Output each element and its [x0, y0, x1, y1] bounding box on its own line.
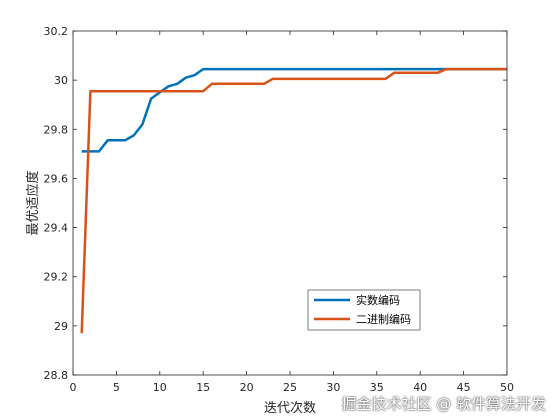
y-axis-title: 最优适应度: [25, 170, 41, 235]
legend-label-series-2: 二进制编码: [356, 312, 411, 326]
y-tick-label: 29.8: [44, 123, 69, 136]
plot-area-frame: [72, 30, 508, 376]
x-tick-label: 10: [153, 381, 167, 394]
x-tick-label: 35: [370, 381, 384, 394]
x-tick-label: 30: [326, 381, 340, 394]
y-tick-label: 29.6: [44, 172, 69, 185]
x-tick-label: 25: [283, 381, 297, 394]
x-axis-title: 迭代次数: [264, 400, 316, 416]
axis-tick-labels: 0 5 10 15 20 25 30 35 40 45 50 28.8 29 29.2 29.4 29.6 29…: [44, 25, 515, 394]
y-tick-label: 29: [54, 320, 68, 333]
x-tick-label: 50: [500, 381, 514, 394]
legend-label-series-1: 实数编码: [356, 293, 400, 307]
x-tick-label: 5: [113, 381, 120, 394]
y-tick-label: 29.4: [44, 222, 69, 235]
axis-ticks: [72, 30, 508, 376]
x-tick-label: 20: [240, 381, 254, 394]
series-lines: [80, 67, 507, 334]
x-tick-label: 40: [413, 381, 427, 394]
series-line-2: [80, 67, 507, 334]
legend: 实数编码 二进制编码: [307, 289, 421, 331]
y-tick-label: 28.8: [44, 369, 69, 382]
x-tick-label: 15: [196, 381, 210, 394]
series-line-1: [81, 67, 507, 153]
y-tick-label: 30: [54, 74, 68, 87]
legend-box: [307, 289, 421, 331]
x-tick-label: 45: [457, 381, 471, 394]
x-tick-label: 0: [70, 381, 77, 394]
y-tick-label: 30.2: [44, 25, 69, 38]
y-tick-label: 29.2: [44, 271, 69, 284]
watermark: 掘金技术社区 @ 软件算法开发: [341, 395, 546, 413]
